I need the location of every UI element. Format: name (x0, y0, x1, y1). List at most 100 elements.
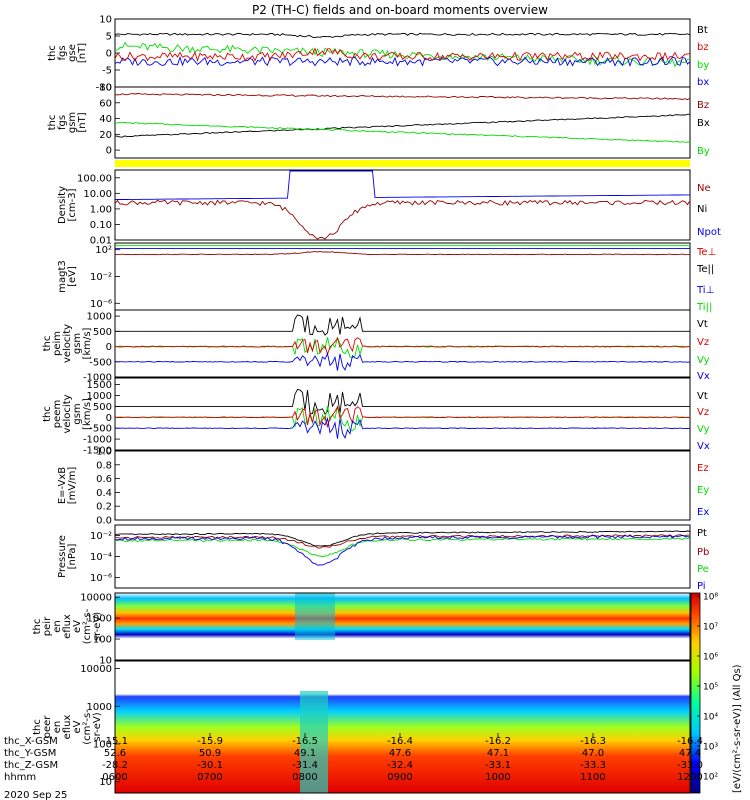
y-axis-label: eV (72, 720, 83, 733)
y-axis-label: thc (32, 719, 43, 735)
y-axis-label: sr-eV) (92, 612, 103, 641)
quality-flag-bar (115, 160, 690, 167)
time-axis-value: -16.5 (292, 736, 318, 747)
y-tick-label: 0.01 (90, 236, 112, 247)
y-axis-label: magt3 (57, 260, 68, 293)
trace-Bx (114, 113, 691, 138)
legend-Ez: Ez (697, 463, 709, 474)
trace-Vy (115, 404, 690, 432)
y-axis-label: peir (42, 616, 53, 636)
y-axis-label: peer (42, 715, 53, 739)
legend-Vy: Vy (697, 424, 710, 435)
colorbar-tick-label: 10² (703, 773, 718, 783)
y-axis-label: fgs (57, 115, 68, 130)
colorbar-ticks: 10⁸ 10⁷ 10⁶ 10⁵ 10⁴ 10³ 10² (697, 593, 718, 783)
y-axis-label: en (52, 721, 63, 734)
panel-fgs-gsm: 80 60 40 20 0 thc fgs gsm [nT] Bz Bx By (47, 83, 710, 159)
y-tick-label: 5 (106, 32, 112, 43)
panel-fgs-gse: 10 5 0 -5 -10 thc fgs gse [nT] Bt bz by bx (47, 15, 709, 94)
legend-bx: bx (697, 77, 709, 88)
colorbar-tick-label: 10⁶ (703, 653, 718, 663)
time-axis-row-label: thc_X-GSM (4, 736, 58, 747)
y-tick-label: 40 (99, 114, 112, 125)
trace-Vt (115, 314, 690, 336)
y-tick-label: -500 (89, 424, 112, 435)
trace-by (114, 41, 691, 68)
time-axis-value: -15.9 (197, 736, 223, 747)
y-axis-label: (cm²-s- (82, 709, 93, 745)
y-tick-label: -5 (102, 66, 112, 77)
trace-Bz (114, 93, 691, 101)
time-axis-value: 0800 (292, 772, 317, 783)
figure-title: P2 (TH-C) fields and on-board moments ov… (252, 3, 548, 17)
legend-Pe: Pe (697, 564, 709, 575)
legend-Vx: Vx (697, 441, 710, 452)
y-tick-label: 10000 (80, 593, 112, 604)
y-axis-label: sr-eV) (92, 712, 103, 741)
y-axis-label: [km/s] (82, 398, 93, 430)
y-axis-label: eV (72, 620, 83, 633)
legend-Pb: Pb (697, 547, 709, 558)
trace-By (114, 121, 691, 143)
trace-Pb (114, 534, 690, 549)
trace-Pt (115, 530, 691, 547)
y-tick-label: 0.2 (96, 502, 112, 513)
y-axis-label: E=-VxB (57, 467, 68, 504)
panel-efield: 1.0 0.8 0.6 0.4 0.2 0.0 E=-VxB [mV/m] Ez Ey Ex (57, 447, 709, 527)
time-axis-value: -33.1 (485, 760, 511, 771)
panel-frame (114, 169, 691, 241)
time-axis-value: -28.2 (102, 760, 128, 771)
time-axis-value: -33.0 (677, 760, 703, 771)
y-tick-label: -1000 (83, 435, 112, 446)
y-tick-label: 1.00 (90, 204, 112, 215)
y-axis-label: fgs (57, 45, 68, 60)
colorbar-tick-label: 10⁷ (703, 623, 718, 633)
y-tick-label: 1000 (87, 312, 112, 323)
colorbar-label: [eV/(cm²-s-sr-eV)] (All Qs) (732, 664, 743, 793)
legend-Ne: Ne (697, 183, 711, 194)
legend-Te||: Te|| (696, 264, 714, 275)
y-tick-label: 1000 (87, 614, 112, 625)
legend-by: by (697, 60, 709, 71)
y-tick-label: 10² (95, 245, 112, 256)
time-axis-value: 47.6 (389, 748, 411, 759)
y-tick-label: 0.8 (96, 460, 112, 471)
y-axis-label: thc (32, 619, 43, 635)
trace-bz (114, 47, 691, 63)
y-axis-label: gse (67, 44, 78, 62)
y-tick-label: 10.00 (83, 189, 112, 200)
legend-Te⊥: Te⊥ (696, 247, 716, 258)
time-axis-value: 49.1 (294, 748, 316, 759)
time-axis-value: -16.3 (580, 736, 606, 747)
time-axis-value: 0900 (387, 772, 412, 783)
y-axis-label: eflux (62, 715, 73, 740)
colorbar-tick-label: 10⁵ (703, 683, 718, 693)
y-axis-label: peem (52, 400, 63, 428)
y-axis-label: [nT] (77, 112, 88, 132)
panel-frame (114, 377, 691, 451)
y-axis-label: gsm (72, 403, 83, 424)
trace-Bt (114, 32, 691, 39)
spectrogram-peer (115, 661, 690, 793)
y-tick-label: 10000 (80, 664, 112, 675)
panel-density: 100.00 10.00 1.00 0.10 0.01 Density [cm-3] Ne Ni… (57, 169, 721, 247)
y-tick-label: 100 (93, 635, 112, 646)
y-axis-label: (cm²-s- (82, 608, 93, 644)
date-label: 2020 Sep 25 (4, 790, 67, 800)
time-axis-labels: thc_X-GSM -15.1 -15.9 -16.5 -16.4 -16.2 -16.3 -… (4, 733, 703, 783)
time-axis-value: 52.6 (104, 748, 126, 759)
panel-frame (114, 242, 691, 311)
y-tick-label: 100 (93, 739, 112, 750)
y-axis-label: eflux (62, 614, 73, 639)
y-tick-label: 10 (99, 15, 112, 26)
time-axis-value: -30.1 (197, 760, 223, 771)
y-tick-label: 1000 (87, 391, 112, 402)
y-axis-label: [km/s] (82, 327, 93, 359)
y-axis-label: thc (42, 336, 53, 352)
time-axis-value: 47.0 (582, 748, 604, 759)
legend-Pt: Pt (697, 528, 707, 539)
trace-Ne (114, 199, 691, 240)
colorbar-tick-label: 10⁸ (703, 593, 718, 603)
trace-bx (114, 55, 691, 67)
legend-Vx: Vx (697, 371, 710, 382)
